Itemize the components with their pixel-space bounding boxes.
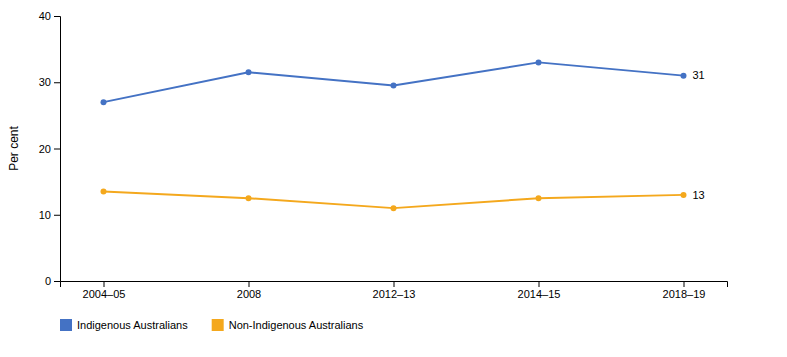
series [101,59,687,105]
point [536,59,542,65]
y-tick: 30 [39,76,60,88]
tick-mark [54,16,60,17]
legend-label: Non-Indigenous Australians [229,319,364,331]
y-axis-title: Per cent [7,125,21,170]
series [101,189,687,212]
legend-swatch [212,319,224,331]
x-tick: 2004–05 [83,281,126,300]
point [391,205,397,211]
tick-label: 2018–19 [663,288,706,300]
tick-mark [249,281,250,287]
chart: 2004–05 2008 2012–13 2014–15 2018–19 0 10 20 30 4… [0,0,787,357]
tick-label: 40 [39,10,51,22]
end-label: 31 [693,69,705,81]
point [536,195,542,201]
legend-swatch [60,319,72,331]
legend-item: Non-Indigenous Australians [212,319,364,331]
y-tick: 20 [39,143,60,155]
tick-mark [684,281,685,287]
y-tick: 40 [39,10,60,22]
tick-mark [54,281,60,282]
tick-label: 10 [39,209,51,221]
line [104,62,684,102]
point [681,73,687,79]
tick-mark [104,281,105,287]
point [101,189,107,195]
x-tick: 2018–19 [663,281,706,300]
tick-label: 2012–13 [373,288,416,300]
legend-item: Indigenous Australians [60,319,188,331]
legend: Indigenous Australians Non-Indigenous Aus… [60,319,364,331]
tick-label: 20 [39,143,51,155]
y-axis: 0 10 20 30 40 [39,10,61,287]
tick-mark [54,149,60,150]
tick-label: 2008 [237,288,261,300]
point [681,192,687,198]
tick-label: 30 [39,76,51,88]
point [246,195,252,201]
marks [101,59,687,211]
x-tick: 2014–15 [518,281,561,300]
x-axis: 2004–05 2008 2012–13 2014–15 2018–19 [61,281,728,300]
tick-mark [54,215,60,216]
tick-mark [54,82,60,83]
tick-mark [539,281,540,287]
plot: 2004–05 2008 2012–13 2014–15 2018–19 0 10 20 30 4… [7,10,728,331]
axis-line [54,17,61,282]
x-tick: 2008 [237,281,261,300]
tick-label: 2004–05 [83,288,126,300]
tick-label: 0 [45,275,51,287]
point [101,99,107,105]
tick-mark [394,281,395,287]
axis-line [61,282,728,288]
point [391,83,397,89]
legend-label: Indigenous Australians [77,319,188,331]
point [246,69,252,75]
x-tick: 2012–13 [373,281,416,300]
y-tick: 10 [39,209,60,221]
end-label: 13 [693,189,705,201]
y-tick: 0 [45,275,60,287]
chart-container: 2004–05 2008 2012–13 2014–15 2018–19 0 10 20 30 4… [0,0,787,357]
tick-label: 2014–15 [518,288,561,300]
